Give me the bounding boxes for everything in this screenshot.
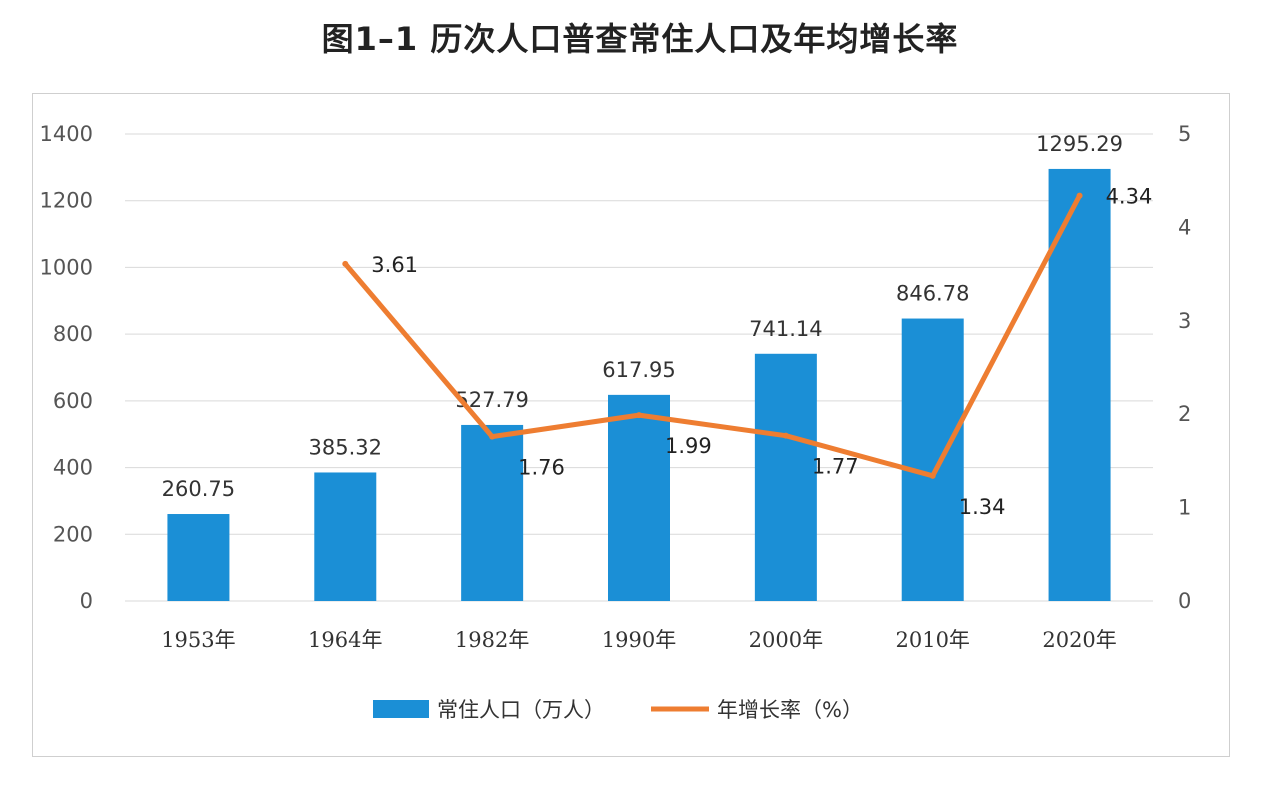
bar [1048,168,1111,601]
bar-value-label: 846.78 [896,282,969,306]
category-label: 1990年 [602,628,676,652]
right-axis-ticks: 0 1 2 3 4 5 [1178,122,1191,613]
line-point [929,472,936,479]
bar [461,424,524,601]
bar-value-label: 260.75 [162,477,235,501]
bar-value-label: 617.95 [602,358,675,382]
legend-line-label: 年增长率（%） [717,698,863,722]
left-axis-tick-label: 600 [53,389,93,413]
right-axis-tick-label: 4 [1178,215,1191,239]
bar [901,318,964,601]
right-axis-tick-label: 1 [1178,496,1191,520]
category-label: 2020年 [1042,628,1116,652]
left-axis-tick-label: 1000 [40,255,93,279]
line-point [342,260,349,267]
line-value-label: 4.34 [1106,185,1153,209]
combo-chart: 0 200 400 600 800 1000 1200 1400 0 1 2 3 4 5 260.75 3… [40,122,1192,722]
left-axis-tick-label: 1200 [40,189,93,213]
category-label: 1982年 [455,628,529,652]
bar-data-labels: 260.75385.32527.79617.95741.14846.781295… [162,132,1123,501]
bar-value-label: 385.32 [309,435,382,459]
right-axis-tick-label: 3 [1178,309,1191,333]
bar [608,394,670,601]
line-value-label: 1.34 [959,495,1006,519]
left-axis-tick-label: 0 [80,589,93,613]
line-series [342,192,1083,479]
bar [754,353,817,601]
left-axis-tick-label: 800 [53,322,93,346]
bar-value-label: 1295.29 [1036,132,1123,156]
line-point [636,412,642,419]
right-axis-tick-label: 0 [1178,589,1191,613]
left-axis-tick-label: 1400 [40,122,93,146]
line-point [1076,192,1083,199]
category-axis-labels: 1953年 1964年 1982年 1990年 2000年 2010年 2020年 [161,628,1117,652]
line-point [782,432,789,439]
right-axis-tick-label: 5 [1178,122,1191,146]
growth-rate-line [342,193,1083,479]
line-value-label: 1.99 [665,434,712,458]
bar-series [167,168,1111,601]
legend: 常住人口（万人） 年增长率（%） [373,698,863,722]
bar-value-label: 741.14 [749,317,822,341]
bar [167,514,230,601]
right-axis-tick-label: 2 [1178,402,1191,426]
left-axis-tick-label: 400 [53,456,93,480]
legend-bar-label: 常住人口（万人） [437,698,605,722]
category-label: 2000年 [749,628,823,652]
category-label: 1953年 [161,628,235,652]
line-value-label: 1.76 [518,456,565,480]
line-data-labels: 3.61 1.76 1.99 1.77 1.34 4.34 [371,185,1152,519]
bar [314,472,377,601]
line-value-label: 3.61 [371,253,418,277]
left-axis-ticks: 0 200 400 600 800 1000 1200 1400 [40,122,93,613]
line-point [489,433,496,440]
left-axis-tick-label: 200 [53,522,93,546]
legend-bar-swatch [373,700,429,718]
line-value-label: 1.77 [812,455,859,479]
chart-title: 图1–1 历次人口普查常住人口及年均增长率 [321,20,959,58]
category-label: 2010年 [895,628,969,652]
category-label: 1964年 [308,628,382,652]
chart-frame: 0 200 400 600 800 1000 1200 1400 0 1 2 3 4 5 260.75 3… [32,93,1230,757]
